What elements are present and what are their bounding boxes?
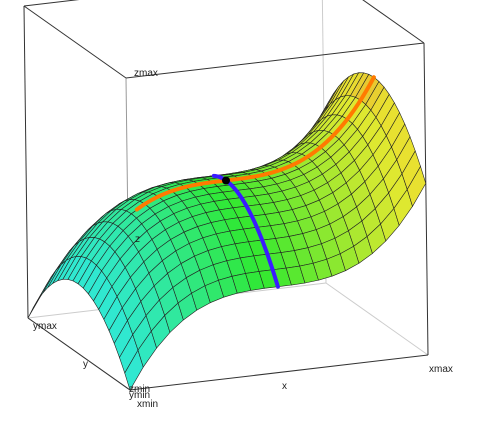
box-edge [129, 354, 429, 391]
xmax-label: xmax [429, 364, 453, 375]
box-edge [23, 5, 29, 319]
y-label: y [83, 359, 88, 370]
zmax-label: zmax [134, 68, 158, 79]
box-edge [362, 0, 425, 44]
x-label: x [282, 381, 287, 392]
box-edge [325, 282, 429, 356]
x-trace [134, 75, 376, 212]
ymax-label: ymax [33, 321, 57, 332]
box-edge [423, 42, 429, 356]
mesh-cell [406, 165, 427, 208]
surface-mesh [27, 72, 427, 391]
xmin-label: xmin [137, 399, 158, 410]
box-edge [27, 317, 131, 391]
box-edge [23, 0, 80, 7]
box-edge [23, 5, 127, 79]
front-edges [27, 317, 429, 391]
ymin-label: ymin [129, 390, 150, 401]
trace-point [222, 176, 230, 185]
z-label: z [135, 234, 140, 245]
box-edge [125, 42, 425, 79]
zmin-label: zmin [129, 384, 150, 395]
